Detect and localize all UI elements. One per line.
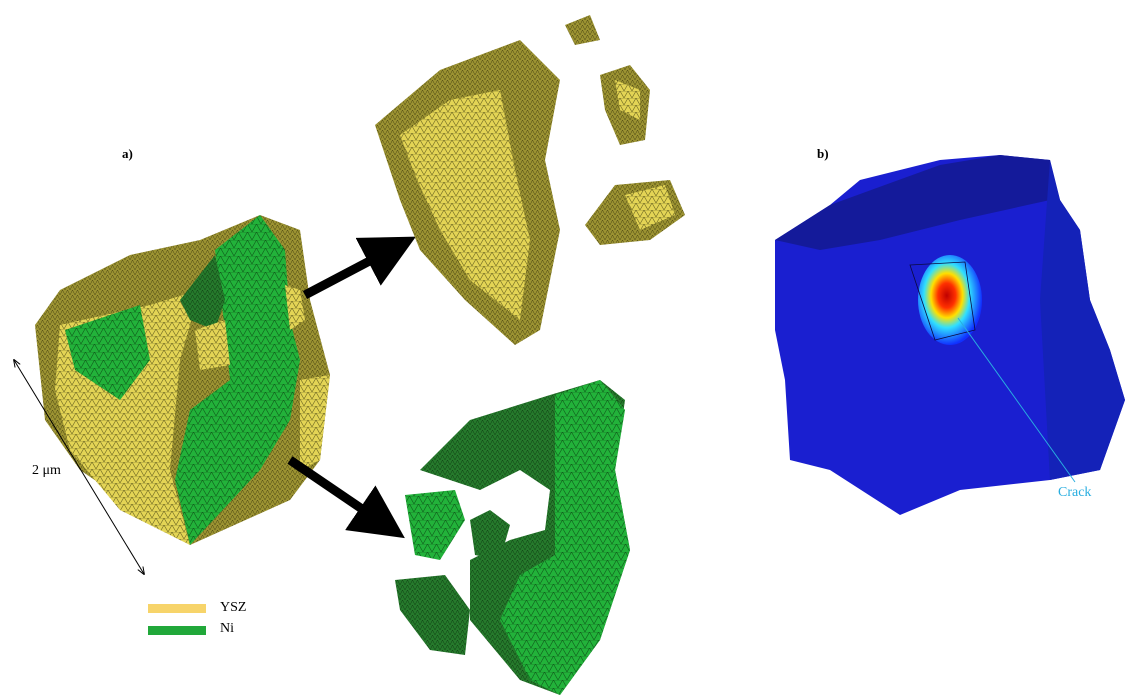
ni-mesh — [395, 380, 630, 695]
legend-swatch — [148, 604, 206, 613]
panel-label: a) — [122, 146, 133, 161]
annotation: Crack — [1058, 485, 1091, 500]
annotation-line — [957, 317, 1076, 483]
scale-label: 2 μm — [32, 463, 61, 478]
panel-label: b) — [817, 146, 829, 161]
ysz-mesh — [375, 15, 685, 345]
stress-model — [775, 155, 1125, 515]
legend-label: YSZ — [220, 600, 246, 615]
legend-swatch — [148, 626, 206, 635]
arrow — [302, 236, 416, 299]
legend-label: Ni — [220, 621, 234, 636]
cube-mesh — [35, 215, 330, 545]
arrow — [287, 456, 405, 539]
scale-arrow — [14, 360, 144, 574]
